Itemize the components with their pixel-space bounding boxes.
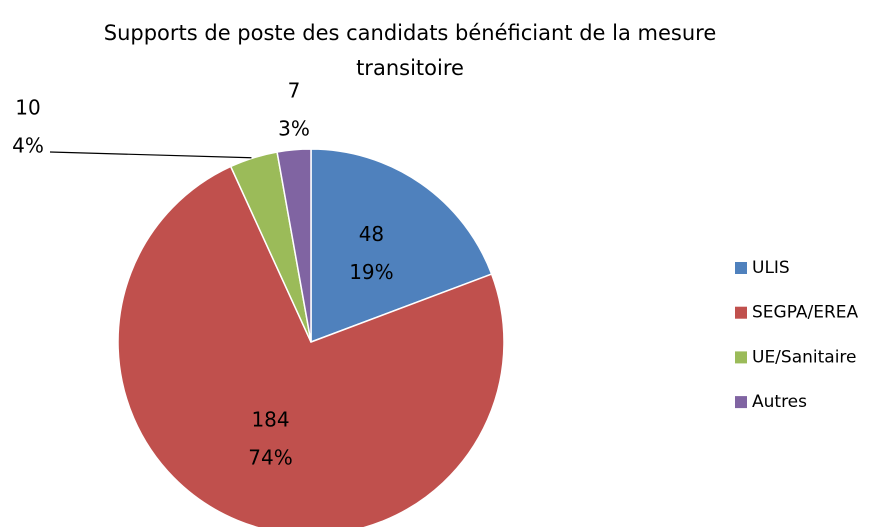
data-label: 10 xyxy=(15,96,40,120)
data-label: 184 xyxy=(251,408,289,432)
data-label: 3% xyxy=(278,117,310,141)
legend-label: Autres xyxy=(752,392,807,412)
legend-swatch xyxy=(735,262,747,274)
chart-title: Supports de poste des candidats bénéfici… xyxy=(103,21,717,80)
leader-line xyxy=(49,151,252,159)
legend-swatch xyxy=(735,351,747,364)
legend-label: UE/Sanitaire xyxy=(752,347,857,367)
legend-label: ULIS xyxy=(752,258,790,278)
pie-slice xyxy=(276,148,312,343)
data-label: 74% xyxy=(248,446,292,470)
data-label: 48 xyxy=(359,222,384,246)
data-label: 4% xyxy=(12,134,44,158)
data-label: 7 xyxy=(288,79,301,103)
pie-slice xyxy=(310,148,493,344)
legend-swatch xyxy=(735,306,747,319)
legend-swatch xyxy=(735,396,747,409)
data-label: 19% xyxy=(349,260,393,284)
legend-label: SEGPA/EREA xyxy=(752,303,859,323)
pie-slice xyxy=(117,165,505,527)
